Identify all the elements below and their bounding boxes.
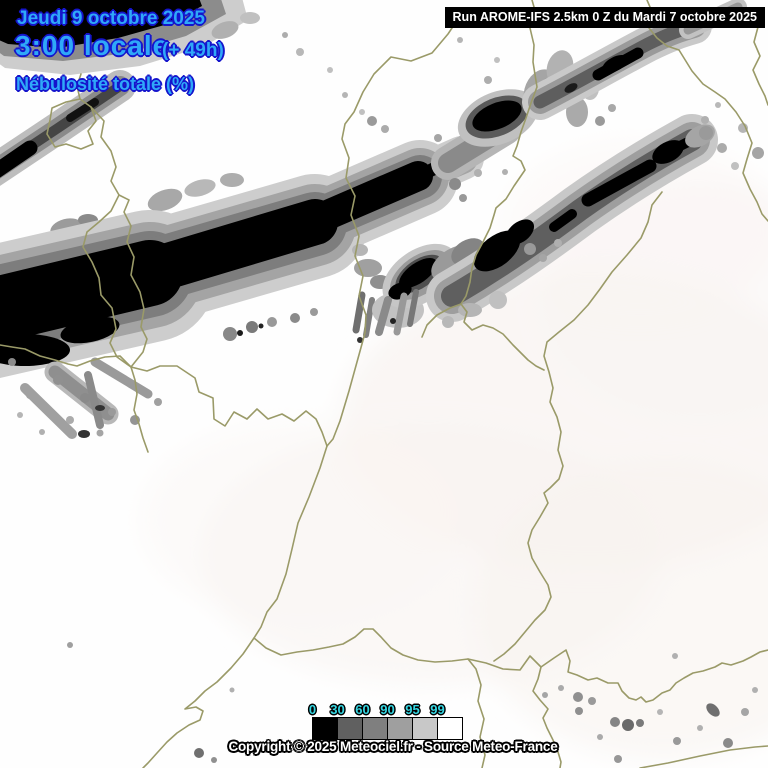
legend-swatch-95: [413, 718, 438, 739]
cloud-specks-lower: [67, 642, 758, 763]
cloud-band-b: [426, 114, 764, 328]
cloud-corner-mass: [0, 0, 260, 186]
tint-layer: [140, 140, 768, 760]
model-run-banner: Run AROME-IFS 2.5km 0 Z du Mardi 7 octob…: [444, 7, 765, 28]
cloud-specks-upper: [282, 32, 721, 202]
date-label: Jeudi 9 octobre 2025: [17, 8, 205, 29]
legend-values: 0 30 60 90 95 99: [300, 702, 450, 717]
legend-value-60: 60: [355, 702, 370, 717]
cloud-mottle-mid: [223, 308, 318, 341]
forecast-offset-label: (+ 49h): [162, 40, 224, 61]
legend-swatch-99: [438, 718, 462, 739]
legend-value-0: 0: [308, 702, 317, 717]
legend-swatch-30: [338, 718, 363, 739]
legend-value-99: 99: [430, 702, 445, 717]
legend-swatch-0: [313, 718, 338, 739]
cloud-main-band: [0, 136, 484, 378]
cloud-mottle-left: [8, 357, 162, 439]
legend-colorbar: [312, 717, 463, 740]
time-label: 3:00 locale: [15, 30, 170, 61]
copyright-label: Copyright © 2025 Meteociel.fr - Source M…: [228, 739, 558, 754]
parameter-label: Nébulosité totale (%): [16, 74, 195, 94]
legend-value-30: 30: [330, 702, 345, 717]
legend-swatch-90: [388, 718, 413, 739]
legend-value-90: 90: [380, 702, 395, 717]
legend-swatch-60: [363, 718, 388, 739]
legend-value-95: 95: [405, 702, 420, 717]
